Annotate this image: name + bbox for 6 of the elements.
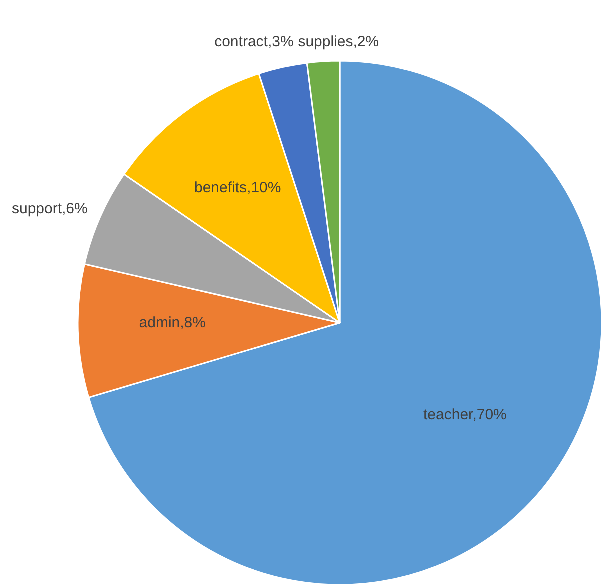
slice-label: admin,8% <box>139 314 206 332</box>
slice-label: teacher,70% <box>424 406 507 424</box>
slice-label: benefits,10% <box>194 179 282 196</box>
slice-label: support,6% <box>12 200 88 218</box>
slice-label: contract,3% <box>214 34 294 50</box>
slice-label: supplies,2% <box>298 34 380 50</box>
